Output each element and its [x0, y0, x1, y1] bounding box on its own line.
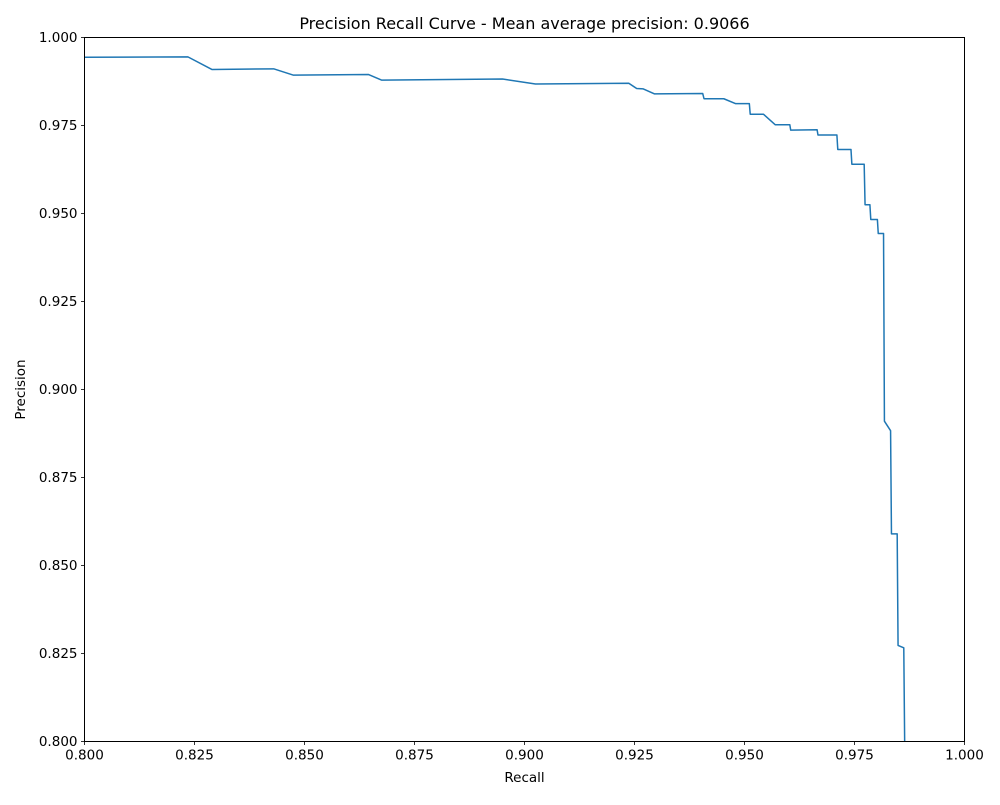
- x-axis: 0.800 0.825 0.850 0.875 0.900 0.925 0.950 0.975…: [65, 741, 984, 764]
- x-tick-label: 0.900: [505, 748, 544, 764]
- x-axis-label: Recall: [504, 770, 544, 786]
- x-tick-label: 0.875: [395, 748, 434, 764]
- y-tick-label: 0.900: [39, 382, 78, 398]
- pr-curve-line: [84, 56, 906, 742]
- y-tick-label: 0.950: [39, 206, 78, 222]
- y-tick-label: 0.800: [39, 734, 78, 750]
- x-tick-label: 0.825: [175, 748, 214, 764]
- x-tick-label: 0.975: [835, 748, 874, 764]
- x-tick-label: 0.950: [725, 748, 764, 764]
- x-tick-label: 0.925: [615, 748, 654, 764]
- chart-title: Precision Recall Curve - Mean average pr…: [299, 14, 749, 33]
- x-tick-label: 0.850: [285, 748, 324, 764]
- x-tick-label: 1.000: [945, 748, 984, 764]
- x-tick-label: 0.800: [65, 748, 104, 764]
- y-tick-label: 0.825: [39, 646, 78, 662]
- y-axis-label: Precision: [13, 359, 29, 419]
- y-tick-label: 0.925: [39, 294, 78, 310]
- y-tick-label: 0.975: [39, 118, 78, 134]
- plot-area: [84, 56, 906, 742]
- y-tick-label: 0.875: [39, 470, 78, 486]
- y-tick-label: 1.000: [39, 30, 78, 46]
- y-axis: 0.800 0.825 0.850 0.875 0.900 0.925 0.950 0.975…: [39, 30, 85, 750]
- y-tick-label: 0.850: [39, 558, 78, 574]
